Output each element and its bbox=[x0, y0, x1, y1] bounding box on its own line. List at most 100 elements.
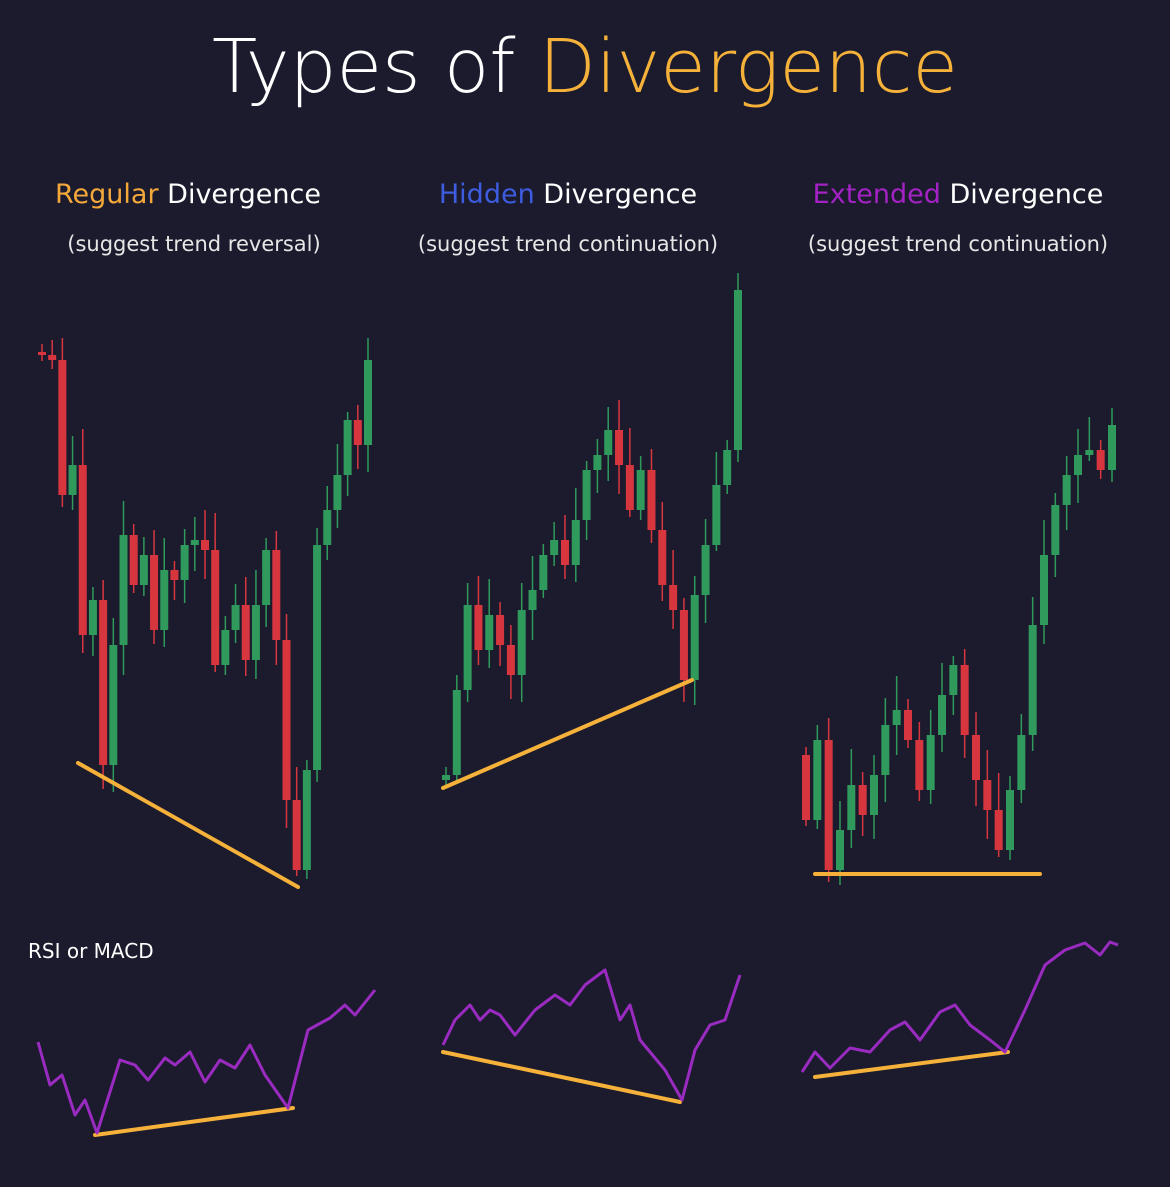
heading-word: Divergence bbox=[543, 179, 697, 210]
candle-body bbox=[180, 545, 189, 580]
trend-line bbox=[441, 678, 694, 790]
candle-body bbox=[734, 290, 742, 450]
candle-body bbox=[593, 455, 602, 470]
heading-word: Divergence bbox=[950, 179, 1104, 210]
candle-body bbox=[904, 710, 912, 740]
candle-body bbox=[48, 355, 57, 360]
trend-line bbox=[441, 1050, 682, 1104]
heading-word: Divergence bbox=[167, 179, 321, 210]
candle-body bbox=[452, 690, 461, 775]
candle-body bbox=[1040, 555, 1048, 625]
candle-body bbox=[211, 550, 220, 665]
candle-body bbox=[813, 740, 822, 820]
candle-body bbox=[938, 695, 946, 735]
candles bbox=[38, 273, 1116, 885]
title: Types of Divergence bbox=[212, 24, 958, 110]
candle-body bbox=[292, 800, 301, 870]
candle-body bbox=[170, 570, 179, 580]
oscillator-line bbox=[800, 940, 1119, 1073]
trend-line bbox=[76, 761, 300, 889]
panel-heading: Extended Divergence bbox=[813, 179, 1104, 210]
candle-body bbox=[1028, 625, 1037, 735]
candle-body bbox=[625, 465, 634, 510]
candle-body bbox=[150, 555, 159, 630]
candle-body bbox=[323, 510, 332, 545]
candle-body bbox=[802, 755, 810, 820]
candle-body bbox=[485, 615, 494, 650]
candle-body bbox=[78, 465, 87, 635]
candle-body bbox=[824, 740, 833, 870]
candle-body bbox=[550, 540, 559, 555]
candle-body bbox=[517, 610, 526, 675]
candle-body bbox=[528, 590, 537, 610]
candle-body bbox=[313, 545, 322, 770]
candle-body bbox=[221, 630, 230, 665]
candle-body bbox=[690, 595, 699, 680]
candle-body bbox=[201, 540, 209, 550]
heading-highlight: Regular bbox=[55, 179, 159, 210]
candle-body bbox=[129, 535, 138, 585]
candle-body bbox=[58, 360, 67, 495]
candle-body bbox=[282, 640, 291, 800]
candle-body bbox=[636, 470, 645, 510]
candle-body bbox=[1051, 505, 1060, 555]
candle-body bbox=[231, 605, 240, 630]
candle-body bbox=[38, 352, 46, 355]
panel-heading: Hidden Divergence bbox=[439, 179, 697, 210]
candle-body bbox=[915, 740, 924, 790]
candle-body bbox=[701, 545, 710, 595]
candle-body bbox=[241, 605, 250, 660]
candle-body bbox=[615, 430, 624, 465]
candle-body bbox=[582, 470, 591, 520]
candle-body bbox=[442, 775, 450, 780]
oscillator-lines bbox=[36, 940, 1119, 1135]
candle-body bbox=[1006, 790, 1014, 850]
candle-body bbox=[881, 725, 890, 775]
trend-lines bbox=[76, 678, 1042, 1137]
candle-body bbox=[262, 550, 271, 605]
candle-body bbox=[658, 530, 667, 585]
candle-body bbox=[353, 420, 362, 445]
candle-body bbox=[251, 605, 260, 660]
candle-body bbox=[647, 470, 656, 530]
title-plain: Types of bbox=[212, 24, 515, 110]
candle-body bbox=[560, 540, 569, 565]
panel-heading: Regular Divergence bbox=[55, 179, 321, 210]
candle-body bbox=[302, 770, 311, 870]
candle-body bbox=[960, 665, 969, 735]
candle-body bbox=[571, 520, 580, 565]
candle-body bbox=[1108, 425, 1116, 470]
indicator-label: RSI or MACD bbox=[28, 939, 154, 963]
candle-body bbox=[1017, 735, 1026, 790]
candle-body bbox=[1074, 455, 1082, 475]
candle-body bbox=[949, 665, 958, 695]
title-highlight: Divergence bbox=[539, 24, 958, 110]
candle-body bbox=[994, 810, 1003, 850]
trend-line bbox=[813, 1050, 1010, 1079]
candle-body bbox=[539, 555, 548, 590]
candle-body bbox=[892, 710, 901, 725]
trend-line bbox=[93, 1106, 295, 1137]
candle-body bbox=[870, 775, 878, 815]
candle-body bbox=[333, 475, 342, 510]
candle-body bbox=[88, 600, 97, 635]
candle-body bbox=[679, 610, 688, 680]
candle-body bbox=[983, 780, 992, 810]
candle-body bbox=[712, 485, 721, 545]
panel-subtitle: (suggest trend reversal) bbox=[67, 232, 320, 256]
candle-body bbox=[847, 785, 856, 830]
candle-body bbox=[343, 420, 352, 475]
panel-subtitle: (suggest trend continuation) bbox=[418, 232, 718, 256]
candle-body bbox=[463, 605, 472, 690]
candle-body bbox=[272, 550, 281, 640]
candle-body bbox=[496, 615, 505, 645]
heading-highlight: Extended bbox=[813, 179, 941, 210]
candle-body bbox=[190, 540, 199, 545]
candle-body bbox=[474, 605, 483, 650]
panel-subtitle: (suggest trend continuation) bbox=[808, 232, 1108, 256]
candle-body bbox=[364, 360, 372, 445]
candle-body bbox=[669, 585, 678, 610]
candle-body bbox=[604, 430, 613, 455]
